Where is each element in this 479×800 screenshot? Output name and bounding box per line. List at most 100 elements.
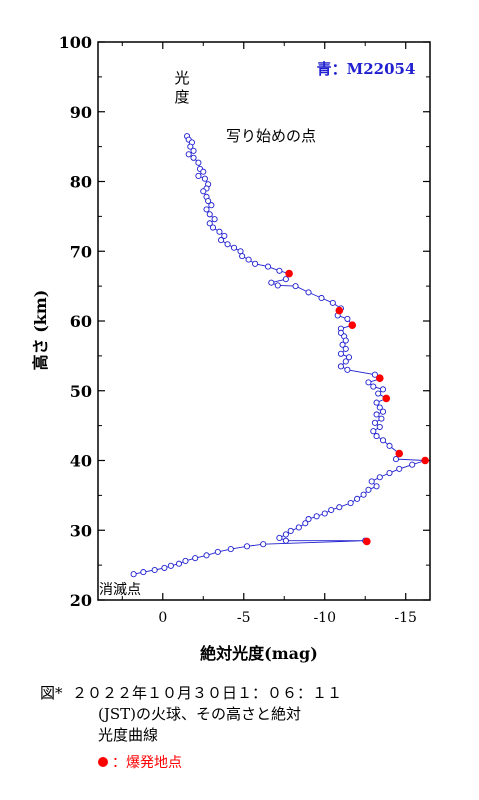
data-point [182, 557, 189, 564]
data-point [370, 428, 377, 435]
data-point [276, 267, 283, 274]
data-point [243, 543, 251, 550]
x-tick-label: 0 [158, 610, 167, 626]
data-point [214, 548, 221, 555]
data-point [239, 253, 246, 260]
data-point [252, 260, 259, 267]
data-point [167, 562, 174, 569]
explosion-point [348, 321, 357, 329]
data-point [347, 499, 354, 507]
x-tick-label: -10 [313, 610, 336, 626]
data-point [344, 366, 351, 373]
data-point [365, 486, 372, 493]
y-tick-label: 100 [59, 33, 92, 52]
legend-series-label: 青：M22054 [317, 60, 416, 78]
data-point [264, 263, 272, 270]
data-point [190, 154, 197, 161]
data-point [175, 560, 183, 567]
y-axis-title: 高さ (km) [31, 290, 50, 371]
explosion-dot-icon [98, 757, 108, 767]
data-point [342, 358, 349, 365]
data-point [376, 404, 383, 411]
y-tick-label: 60 [70, 312, 92, 331]
data-point [187, 143, 194, 150]
data-point [305, 289, 312, 296]
data-point [203, 552, 210, 559]
plot-frame [97, 41, 431, 601]
data-point [200, 168, 207, 175]
data-point [386, 442, 393, 449]
data-point [321, 510, 328, 517]
axis-frame [97, 41, 431, 601]
data-point [373, 433, 380, 440]
caption-line-2: (JST)の火球、その高さと絶対 [98, 705, 301, 723]
data-point [224, 241, 231, 248]
data-point [260, 541, 267, 548]
explosion-point [363, 537, 371, 546]
data-point [276, 534, 283, 541]
data-point [373, 399, 380, 406]
data-point [230, 244, 238, 251]
data-point [373, 411, 380, 418]
series-lines [133, 136, 426, 575]
data-point [328, 506, 335, 514]
data-point [268, 279, 275, 286]
data-point [379, 386, 387, 393]
data-point [282, 276, 289, 283]
explosion-point [375, 374, 384, 382]
data-point [185, 151, 192, 158]
y-tick-label: 50 [70, 382, 92, 401]
series-line [133, 136, 426, 575]
data-point [339, 341, 346, 348]
tick-marks [98, 41, 430, 601]
data-point [396, 465, 403, 472]
data-point [140, 569, 147, 576]
data-point [360, 491, 367, 498]
explosion-points [285, 269, 429, 546]
data-point [282, 531, 289, 538]
luminosity-label-2: 度 [174, 88, 189, 106]
data-point [216, 228, 223, 235]
data-point [376, 423, 383, 431]
y-tick-label: 40 [70, 452, 92, 471]
data-point [378, 415, 385, 422]
data-point [392, 456, 400, 463]
tick-labels: 20 30 40 50 60 70 80 90 100 0 -5 -10 -15 [59, 33, 417, 626]
data-point [227, 546, 234, 553]
data-point [292, 283, 299, 290]
data-point [336, 504, 343, 511]
data-point [200, 188, 207, 195]
data-point [375, 390, 382, 397]
data-point [318, 294, 325, 302]
data-point [386, 470, 393, 477]
data-point [190, 147, 197, 154]
data-point [208, 202, 215, 209]
data-point [192, 555, 199, 562]
luminosity-label-1: 光 [174, 69, 189, 87]
explosion-point [285, 269, 293, 278]
data-point [342, 345, 349, 352]
start-point-label: 写り始めの点 [226, 127, 316, 145]
data-point [344, 315, 351, 322]
y-tick-label: 90 [70, 103, 92, 122]
data-point [365, 379, 372, 386]
data-point [371, 419, 378, 426]
data-point [345, 354, 353, 361]
data-point [201, 175, 208, 182]
data-point [151, 566, 158, 574]
data-point [371, 371, 378, 378]
data-point [295, 524, 302, 531]
data-point [282, 537, 289, 544]
data-point [409, 461, 416, 468]
explosion-point [421, 456, 429, 465]
data-point [342, 337, 349, 344]
caption-line-3: 光度曲線 [98, 726, 159, 744]
data-point [376, 474, 383, 481]
data-point [370, 383, 377, 390]
end-point-label: 消滅点 [99, 582, 141, 598]
data-point [195, 159, 202, 166]
data-point [305, 516, 312, 523]
data-point [302, 520, 309, 527]
series-points [130, 133, 429, 578]
